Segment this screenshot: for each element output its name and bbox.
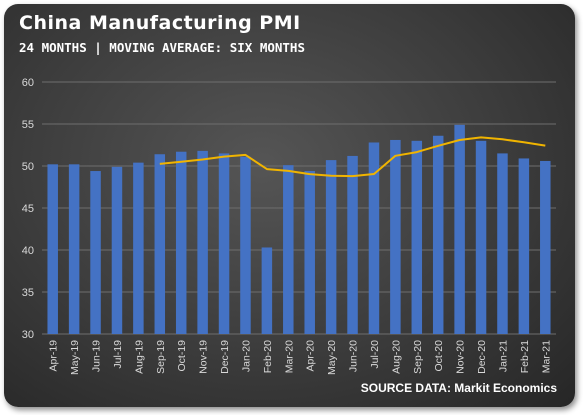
moving-average-line [159,136,546,178]
x-tick-label: Feb-20 [262,340,274,373]
x-tick-label: Feb-21 [519,340,531,373]
pmi-bar [497,153,508,334]
x-tick-label: Dec-20 [476,340,488,374]
pmi-bar [454,124,465,334]
y-tick-label: 30 [22,329,34,341]
x-tick-label: Aug-19 [133,340,145,374]
moving-average-series [159,136,546,178]
pmi-bar [154,154,166,334]
pmi-bar [175,151,187,334]
pmi-bar [411,140,423,334]
x-tick-label: Mar-21 [540,340,552,373]
x-tick-label: May-20 [326,340,338,375]
x-tick-label: Nov-20 [455,340,467,374]
pmi-bar [218,153,230,334]
x-tick-label: Apr-19 [48,340,60,372]
x-tick-label: Oct-19 [176,340,188,372]
pmi-bar [47,164,58,334]
x-tick-label: Jan-20 [240,340,252,372]
y-tick-label: 60 [22,77,34,89]
chart-subtitle: 24 MONTHS | MOVING AVERAGE: SIX MONTHS [19,40,305,55]
pmi-bars [47,124,551,334]
x-axis-ticks: Apr-19 May-19 Jun-19 Jul-19 Aug-19 Sep-19 Oct-… [48,340,553,375]
pmi-bar [347,155,358,334]
x-tick-label: Aug-20 [390,340,402,374]
pmi-bar [240,156,251,334]
pmi-bar [540,160,551,334]
y-tick-label: 35 [22,287,34,299]
pmi-bar [390,139,401,334]
pmi-bar [90,171,101,334]
x-tick-label: Jul-19 [112,340,124,369]
pmi-bar [304,171,315,334]
x-tick-label: Nov-19 [198,340,210,374]
x-tick-label: Jun-20 [348,340,360,372]
x-tick-label: Dec-19 [219,340,231,374]
y-tick-label: 55 [22,119,34,131]
x-tick-label: Sep-19 [155,340,167,374]
pmi-bar [518,158,530,334]
pmi-bar [68,164,80,334]
pmi-bar [261,247,273,334]
x-tick-label: Sep-20 [412,340,424,374]
pmi-bar [325,160,337,334]
pmi-bar [475,140,487,334]
grid-lines [42,81,556,335]
x-tick-label: Apr-20 [305,340,317,372]
pmi-bar [197,150,208,334]
y-tick-label: 50 [22,161,34,173]
x-tick-label: Jul-20 [369,340,381,369]
y-axis-ticks: 30 35 40 45 50 55 60 [22,77,34,341]
x-tick-label: Jan-21 [497,340,509,372]
x-tick-label: Mar-20 [283,340,295,373]
chart-title: China Manufacturing PMI [19,12,301,34]
x-tick-label: Oct-20 [433,340,445,372]
x-tick-label: May-19 [69,340,81,375]
y-tick-label: 40 [22,245,34,257]
pmi-bar [283,165,294,334]
x-tick-label: Jun-19 [91,340,103,372]
pmi-bar [368,142,380,334]
chart-frame: China Manufacturing PMI 24 MONTHS | MOVI… [4,4,575,407]
pmi-bar [432,135,444,334]
source-note: SOURCE DATA: Markit Economics [360,381,557,395]
pmi-bar [133,162,144,334]
y-tick-label: 45 [22,203,34,215]
pmi-bar [111,166,123,334]
